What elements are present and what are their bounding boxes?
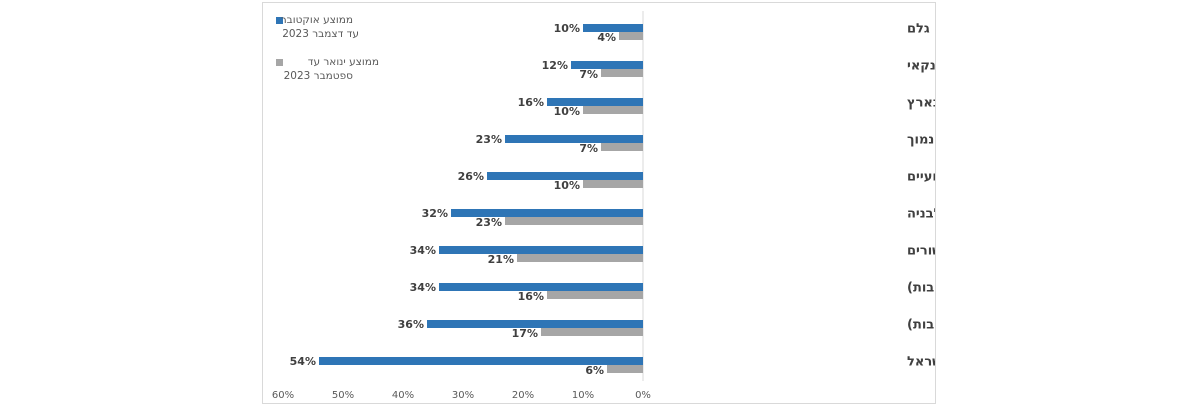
bar-jan-sep-0 xyxy=(619,32,643,40)
bar-jan-sep-9 xyxy=(607,365,643,373)
category-label-3: ביקוש נמוך xyxy=(907,133,935,148)
bar-jan-sep-3 xyxy=(601,143,643,151)
category-label-7: מחסור בעובדים מקצועיים (בעבודות לא רטובו… xyxy=(907,281,935,296)
x-tick-label-30: 30% xyxy=(452,390,474,401)
bar-oct-dec-7 xyxy=(439,283,643,291)
value-label-oct-dec-2: 16% xyxy=(518,96,544,109)
value-label-jan-sep-3: 7% xyxy=(579,142,598,155)
bar-chart: 10% 4% מחסור בציוד וחומרי גלם 12% 7% קשיים בה… xyxy=(272,11,935,401)
category-label-1: קשיים בהשגת אשראי חוץ בנקאי xyxy=(907,59,935,74)
x-tick-label-10: 10% xyxy=(572,390,594,401)
value-label-jan-sep-6: 21% xyxy=(488,253,514,266)
value-label-oct-dec-0: 10% xyxy=(554,22,580,35)
bar-jan-sep-8 xyxy=(541,328,643,336)
value-label-oct-dec-5: 32% xyxy=(422,207,448,220)
x-tick-label-0: 0% xyxy=(635,390,651,401)
category-label-0: מחסור בציוד וחומרי גלם xyxy=(907,22,935,37)
value-label-jan-sep-5: 23% xyxy=(476,216,502,229)
legend-item-jan-sep: ממוצע ינואר עד ספטמבר 2023 xyxy=(273,55,383,87)
legend-label-jan-sep-line2: ספטמבר 2023 xyxy=(283,70,353,82)
bar-oct-dec-5 xyxy=(451,209,643,217)
value-label-jan-sep-7: 16% xyxy=(518,290,544,303)
bar-jan-sep-6 xyxy=(517,254,643,262)
bar-oct-dec-6 xyxy=(439,246,643,254)
x-tick-label-20: 20% xyxy=(512,390,534,401)
category-label-9: המצב הביטחוני בישראל xyxy=(907,355,935,370)
category-label-2: קשיים בהשגת אשראי בנקאי בארץ xyxy=(907,96,935,111)
bar-jan-sep-4 xyxy=(583,180,643,188)
bar-oct-dec-2 xyxy=(547,98,643,106)
value-label-jan-sep-9: 6% xyxy=(585,364,604,377)
x-tick-label-40: 40% xyxy=(392,390,414,401)
value-label-oct-dec-9: 54% xyxy=(290,355,316,368)
category-label-6: עיכובים בקבלת היתרים/אישורים xyxy=(907,244,935,259)
value-label-jan-sep-2: 10% xyxy=(554,105,580,118)
value-label-oct-dec-3: 23% xyxy=(476,133,502,146)
bar-oct-dec-8 xyxy=(427,320,643,328)
bar-jan-sep-1 xyxy=(601,69,643,77)
legend-swatch-oct-dec xyxy=(276,17,283,24)
x-tick-label-50: 50% xyxy=(332,390,354,401)
bar-oct-dec-0 xyxy=(583,24,643,32)
value-label-oct-dec-4: 26% xyxy=(458,170,484,183)
category-label-5: מחסור בקרקע זמינה לבניה xyxy=(907,207,935,222)
bar-oct-dec-9 xyxy=(319,357,643,365)
legend-label-oct-dec-line2: עד דצמבר 2023 xyxy=(282,28,359,40)
value-label-oct-dec-1: 12% xyxy=(542,59,568,72)
legend-swatch-jan-sep xyxy=(276,59,283,66)
value-label-oct-dec-8: 36% xyxy=(398,318,424,331)
value-label-jan-sep-0: 4% xyxy=(597,31,616,44)
value-label-oct-dec-7: 34% xyxy=(410,281,436,294)
legend-item-oct-dec: ממוצע אוקטובר עד דצמבר 2023 xyxy=(273,13,383,45)
value-label-jan-sep-8: 17% xyxy=(512,327,538,340)
bar-oct-dec-4 xyxy=(487,172,643,180)
bar-jan-sep-5 xyxy=(505,217,643,225)
value-label-oct-dec-6: 34% xyxy=(410,244,436,257)
bar-jan-sep-7 xyxy=(547,291,643,299)
bar-jan-sep-2 xyxy=(583,106,643,114)
x-tick-label-60: 60% xyxy=(272,390,294,401)
bar-oct-dec-1 xyxy=(571,61,643,69)
value-label-jan-sep-4: 10% xyxy=(554,179,580,192)
legend: ממוצע אוקטובר עד דצמבר 2023 ממוצע ינואר … xyxy=(273,13,383,93)
legend-label-jan-sep-line1: ממוצע ינואר עד xyxy=(307,56,379,68)
legend-label-oct-dec-line1: ממוצע אוקטובר xyxy=(280,14,353,26)
chart-frame: 10% 4% מחסור בציוד וחומרי גלם 12% 7% קשיים בה… xyxy=(262,2,936,404)
bar-oct-dec-3 xyxy=(505,135,643,143)
category-label-4: מחסור בעובדים בלתי מקצועיים xyxy=(907,170,935,185)
category-label-8: מחסור בעובדים מקצועיים (בעבודות רטובות) xyxy=(907,318,935,333)
value-label-jan-sep-1: 7% xyxy=(579,68,598,81)
